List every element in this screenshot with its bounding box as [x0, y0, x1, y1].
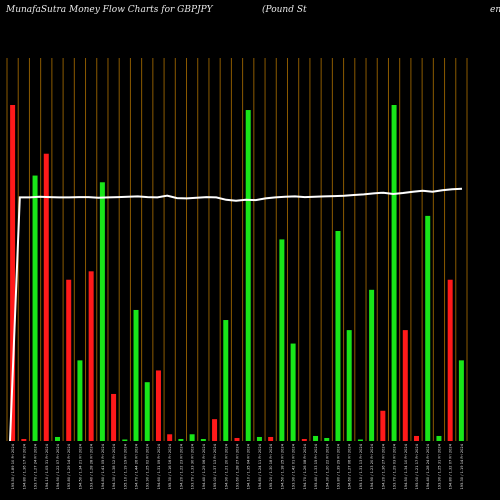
grid-lines	[6, 58, 468, 441]
bars-group	[10, 105, 464, 441]
x-axis-label: 193.90 / 1.25 02 Fri 2024	[146, 443, 150, 489]
x-axis-label: 194.70 / 1.44 26 Fri 2024	[135, 443, 139, 489]
money-flow-bar	[324, 437, 330, 441]
x-axis-label: 195.30 / 1.19 14 Fri 2024	[460, 443, 464, 489]
money-flow-bar	[212, 419, 218, 441]
x-axis-label: 195.00 / 1.37 13 Fri 2024	[213, 443, 217, 489]
x-axis-label: 193.90 / 1.25 31 Fri 2024	[438, 443, 442, 489]
money-flow-bar	[144, 382, 150, 441]
x-axis-label: 194.90 / 1.22 07 Fri 2024	[56, 443, 60, 489]
money-flow-bar	[357, 439, 363, 441]
money-flow-bar	[99, 182, 105, 441]
x-axis-label: 193.70 / 1.27 24 Fri 2024	[34, 443, 38, 489]
money-flow-bar	[447, 279, 453, 441]
money-flow-bar	[335, 231, 341, 441]
money-flow-bar	[425, 215, 431, 441]
money-flow-bar	[436, 435, 442, 441]
chart-title: MunafaSutra Money Flow Charts for GBPJPY…	[6, 5, 500, 15]
x-axis-label: 194.60 / 1.31 09 Fri 2024	[157, 443, 161, 489]
x-axis-label: 195.10 / 1.19 19 Fri 2024	[123, 443, 127, 489]
x-axis-label: 194.30 / 1.38 12 Fri 2024	[112, 443, 116, 489]
chart-title-suffix: en	[490, 5, 500, 15]
money-flow-bar	[458, 360, 464, 441]
x-axis-label: 194.10 / 1.35 04 Fri 2024	[247, 443, 251, 489]
money-flow-bar	[268, 436, 274, 441]
x-axis-label: 194.20 / 1.22 23 Fri 2024	[179, 443, 183, 489]
money-flow-bar	[54, 436, 60, 441]
money-flow-bar	[155, 370, 161, 441]
money-flow-bar	[346, 330, 352, 441]
x-axis-label: 194.80 / 1.32 07 Fri 2024	[449, 443, 453, 489]
x-axis-label: 194.70 / 1.26 08 Fri 2024	[303, 443, 307, 489]
x-axis-label: 194.80 / 1.36 17 Fri 2024	[22, 443, 26, 489]
x-axis-label: 194.60 / 1.27 06 Fri 2024	[348, 443, 352, 489]
x-axis-label: 193.40 / 1.28 28 Fri 2024	[90, 443, 94, 489]
money-flow-bar	[32, 175, 38, 441]
money-flow-bar	[122, 439, 128, 441]
x-axis-labels: 195.50 / 1.89 10 Fri 2024 194.80 / 1.36 1…	[11, 443, 464, 489]
money-flow-bar	[167, 434, 173, 441]
x-axis-label: 194.50 / 1.18 25 Fri 2024	[280, 443, 284, 489]
money-flow-bar	[111, 393, 117, 441]
money-flow-bar	[43, 153, 49, 441]
x-axis-label: 193.60 / 1.28 27 Fri 2024	[236, 443, 240, 489]
x-axis-label: 193.80 / 1.39 29 Fri 2024	[337, 443, 341, 489]
money-flow-bar	[256, 436, 262, 441]
money-flow-bar	[380, 410, 386, 441]
chart-title-main: MunafaSutra Money Flow Charts for GBPJPY	[6, 5, 213, 15]
money-flow-bar	[200, 438, 206, 441]
x-axis-label: 194.40 / 1.28 24 Fri 2024	[426, 443, 430, 489]
x-axis-label: 194.90 / 1.21 20 Fri 2024	[224, 443, 228, 489]
money-flow-bar	[223, 320, 229, 441]
x-axis-label: 195.10 / 1.31 13 Fri 2024	[359, 443, 363, 489]
price-line	[9, 187, 463, 442]
x-axis-label: 195.00 / 1.21 17 Fri 2024	[415, 443, 419, 489]
x-axis-label: 194.20 / 1.36 27 Fri 2024	[381, 443, 385, 489]
money-flow-bar	[88, 271, 94, 441]
money-flow-bar	[234, 437, 240, 441]
x-axis-label: 194.80 / 1.41 05 Fri 2024	[101, 443, 105, 489]
x-axis-label: 193.70 / 1.33 30 Fri 2024	[191, 443, 195, 489]
money-flow-bar	[133, 309, 139, 441]
money-flow-bar	[369, 289, 375, 441]
x-axis-label: 195.30 / 1.16 16 Fri 2024	[168, 443, 172, 489]
money-flow-bar	[189, 434, 195, 441]
money-flow-bar	[402, 330, 408, 441]
money-flow-bar	[313, 435, 319, 441]
money-flow-bar	[77, 360, 83, 441]
money-flow-bar	[66, 279, 72, 441]
money-flow-bar	[21, 438, 27, 441]
money-flow-bar	[391, 105, 397, 441]
money-flow-bar	[290, 343, 296, 441]
chart-title-subtitle: (Pound St	[262, 5, 307, 15]
x-axis-label: 195.20 / 1.30 18 Fri 2024	[269, 443, 273, 489]
money-flow-bar	[414, 435, 420, 441]
x-axis-label: 194.10 / 1.05 31 Fri 2024	[45, 443, 49, 489]
money-flow-bar	[301, 438, 307, 441]
x-axis-label: 195.40 / 1.33 15 Fri 2024	[314, 443, 318, 489]
x-axis-label: 194.30 / 1.20 22 Fri 2024	[325, 443, 329, 489]
money-flow-bar	[279, 239, 285, 441]
x-axis-label: 193.90 / 1.42 01 Fri 2024	[292, 443, 296, 489]
x-axis-label: 194.50 / 1.34 10 Fri 2024	[404, 443, 408, 489]
money-flow-bar	[245, 110, 251, 441]
x-axis-label: 194.80 / 1.24 11 Fri 2024	[258, 443, 262, 489]
x-axis-label: 194.40 / 1.29 06 Fri 2024	[202, 443, 206, 489]
x-axis-label: 193.80 / 1.29 14 Fri 2024	[67, 443, 71, 489]
x-axis-label: 193.70 / 1.29 03 Fri 2024	[393, 443, 397, 489]
x-axis-label: 195.50 / 1.89 10 Fri 2024	[11, 443, 15, 489]
money-flow-bar	[10, 105, 16, 441]
x-axis-label: 194.90 / 1.23 20 Fri 2024	[370, 443, 374, 489]
x-axis-label: 194.50 / 1.34 21 Fri 2024	[78, 443, 82, 489]
money-flow-bar	[178, 438, 184, 441]
